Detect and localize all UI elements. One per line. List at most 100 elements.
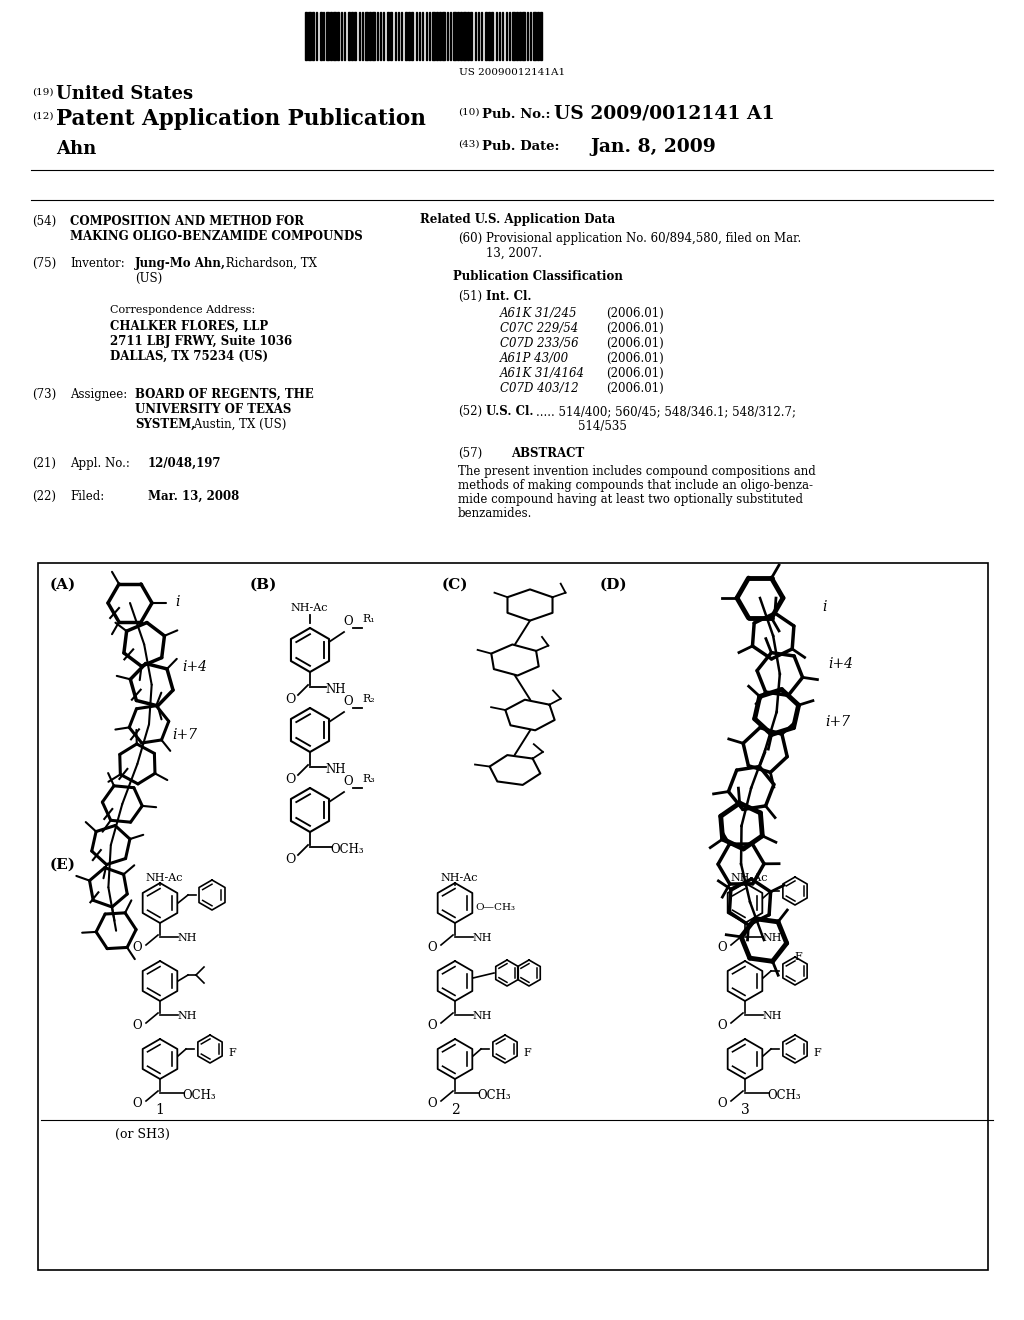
Text: R₁: R₁	[362, 614, 375, 624]
Text: SYSTEM,: SYSTEM,	[135, 418, 196, 432]
Text: OCH₃: OCH₃	[767, 1089, 801, 1102]
Text: (75): (75)	[32, 257, 56, 271]
Text: Richardson, TX: Richardson, TX	[222, 257, 317, 271]
Text: US 20090012141A1: US 20090012141A1	[459, 69, 565, 77]
Bar	[512, 12, 515, 59]
Text: i+4: i+4	[828, 657, 853, 671]
Bar	[348, 12, 350, 59]
Text: i+7: i+7	[172, 729, 197, 742]
Text: O: O	[427, 941, 436, 954]
Text: O: O	[285, 853, 295, 866]
Bar	[354, 12, 356, 59]
Text: (19): (19)	[32, 88, 53, 96]
Text: NH-Ac: NH-Ac	[145, 873, 182, 883]
Text: (A): (A)	[50, 578, 76, 591]
Text: i: i	[175, 595, 179, 609]
Text: NH-Ac: NH-Ac	[440, 873, 477, 883]
Text: F: F	[523, 1048, 530, 1059]
Bar	[326, 12, 329, 59]
Bar	[485, 12, 487, 59]
Text: DALLAS, TX 75234 (US): DALLAS, TX 75234 (US)	[110, 350, 268, 363]
Bar	[312, 12, 314, 59]
Text: NH-Ac: NH-Ac	[730, 873, 768, 883]
Text: OCH₃: OCH₃	[330, 843, 364, 855]
Text: O: O	[343, 696, 352, 708]
Text: mide compound having at least two optionally substituted: mide compound having at least two option…	[458, 492, 803, 506]
Text: (D): (D)	[600, 578, 628, 591]
Text: (2006.01): (2006.01)	[606, 308, 664, 319]
Text: U.S. Cl.: U.S. Cl.	[486, 405, 534, 418]
Text: C07D 233/56: C07D 233/56	[500, 337, 579, 350]
Text: Austin, TX (US): Austin, TX (US)	[190, 418, 287, 432]
Text: United States: United States	[56, 84, 194, 103]
Text: Appl. No.:: Appl. No.:	[70, 457, 130, 470]
Bar	[470, 12, 472, 59]
Text: ABSTRACT: ABSTRACT	[511, 447, 585, 459]
Text: (2006.01): (2006.01)	[606, 367, 664, 380]
Text: Int. Cl.: Int. Cl.	[486, 290, 531, 304]
Text: 13, 2007.: 13, 2007.	[486, 247, 542, 260]
Bar	[390, 12, 392, 59]
Text: F: F	[795, 952, 802, 962]
Bar	[467, 12, 469, 59]
Bar	[337, 12, 339, 59]
Text: (B): (B)	[250, 578, 278, 591]
Bar	[432, 12, 435, 59]
Text: BOARD OF REGENTS, THE: BOARD OF REGENTS, THE	[135, 388, 313, 401]
Text: F: F	[228, 1048, 236, 1059]
Text: Provisional application No. 60/894,580, filed on Mar.: Provisional application No. 60/894,580, …	[486, 232, 801, 246]
Bar	[38, 564, 988, 1270]
Text: NH: NH	[177, 933, 197, 942]
Bar	[372, 12, 375, 59]
Bar	[534, 12, 536, 59]
Bar	[369, 12, 371, 59]
Bar	[519, 12, 521, 59]
Bar	[453, 12, 456, 59]
Bar	[537, 12, 539, 59]
Text: C07D 403/12: C07D 403/12	[500, 381, 579, 395]
Text: COMPOSITION AND METHOD FOR: COMPOSITION AND METHOD FOR	[70, 215, 304, 228]
Bar	[330, 12, 332, 59]
Text: Pub. No.:: Pub. No.:	[482, 108, 551, 121]
Text: O: O	[132, 1097, 141, 1110]
Bar	[319, 12, 322, 59]
Text: 1: 1	[156, 1104, 165, 1117]
Text: (2006.01): (2006.01)	[606, 337, 664, 350]
Text: NH: NH	[472, 933, 492, 942]
Text: 2: 2	[451, 1104, 460, 1117]
Text: O: O	[717, 941, 727, 954]
Text: (21): (21)	[32, 457, 56, 470]
Text: (52): (52)	[458, 405, 482, 418]
Text: (22): (22)	[32, 490, 56, 503]
Text: Publication Classification: Publication Classification	[453, 271, 623, 282]
Text: US 2009/0012141 A1: US 2009/0012141 A1	[554, 106, 774, 123]
Text: OCH₃: OCH₃	[477, 1089, 511, 1102]
Text: (73): (73)	[32, 388, 56, 401]
Bar	[463, 12, 466, 59]
Text: O: O	[427, 1019, 436, 1032]
Text: 3: 3	[740, 1104, 750, 1117]
Text: NH: NH	[762, 1011, 781, 1020]
Text: Inventor:: Inventor:	[70, 257, 125, 271]
Text: i+4: i+4	[182, 660, 207, 675]
Text: benzamides.: benzamides.	[458, 507, 532, 520]
Text: O: O	[427, 1097, 436, 1110]
Bar	[516, 12, 518, 59]
Text: Filed:: Filed:	[70, 490, 104, 503]
Bar	[442, 12, 445, 59]
Bar	[540, 12, 542, 59]
Text: (2006.01): (2006.01)	[606, 352, 664, 366]
Text: CHALKER FLORES, LLP: CHALKER FLORES, LLP	[110, 319, 268, 333]
Bar	[406, 12, 407, 59]
Bar	[488, 12, 490, 59]
Text: O: O	[717, 1019, 727, 1032]
Text: Ahn: Ahn	[56, 140, 96, 158]
Text: (51): (51)	[458, 290, 482, 304]
Text: O: O	[717, 1097, 727, 1110]
Text: (54): (54)	[32, 215, 56, 228]
Text: 514/535: 514/535	[578, 420, 627, 433]
Text: NH: NH	[762, 933, 781, 942]
Text: MAKING OLIGO-BENZAMIDE COMPOUNDS: MAKING OLIGO-BENZAMIDE COMPOUNDS	[70, 230, 362, 243]
Text: i: i	[822, 601, 826, 614]
Text: OCH₃: OCH₃	[182, 1089, 216, 1102]
